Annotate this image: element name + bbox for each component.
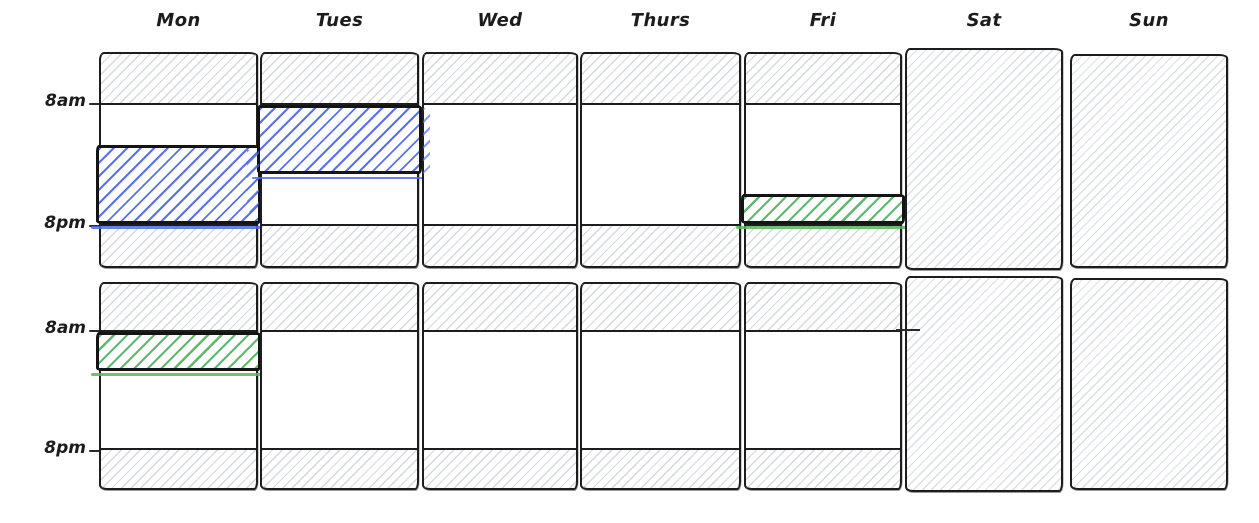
week2-day-tues[interactable] [260,282,419,490]
week2-day-sun[interactable] [1070,278,1228,490]
night-band-top [746,284,900,332]
event-week1-tues-8am-3pm[interactable] [252,105,431,180]
week1-day-tues[interactable] [252,52,431,268]
night-band-bottom [262,224,417,266]
event-week1-mon-12pm-8pm[interactable] [91,144,270,230]
week1-day-sat[interactable] [905,48,1063,270]
day-header-thurs: Thurs [630,9,691,31]
night-band-top [262,284,417,332]
week1-day-thurs[interactable] [580,52,741,268]
week2-day-sat[interactable] [905,276,1063,492]
night-band-bottom [424,224,576,266]
event-week1-fri-5pm-8pm[interactable] [736,194,914,229]
daytime-area [91,332,270,448]
daytime-area [582,332,739,448]
night-band-bottom [746,448,900,488]
night-band-bottom [262,448,417,488]
daytime-area [424,332,576,448]
day-header-wed: Wed [477,9,523,31]
time-label-week2-8pm: 8pm [28,438,104,458]
week2-day-wed[interactable] [422,282,578,490]
night-band-bottom [582,448,739,488]
day-header-sun: Sun [1129,9,1169,31]
night-band-top [582,54,739,105]
week1-day-sun[interactable] [1070,54,1228,268]
week2-day-mon[interactable] [91,282,270,490]
week1-day-fri[interactable] [736,52,914,268]
night-band-top [262,54,417,105]
hatch-spill-left-of-wed [423,108,430,176]
time-label-week2-8am: 8am [28,318,104,338]
night-band-top [424,54,576,105]
night-band-bottom [424,448,576,488]
night-band-top [746,54,900,105]
night-band-top [101,54,256,105]
night-band-bottom [101,224,256,266]
night-band-top [582,284,739,332]
week1-day-mon[interactable] [91,52,270,268]
event-week2-mon-8am-12pm[interactable] [91,332,270,376]
day-header-tues: Tues [315,9,364,31]
day-header-fri: Fri [809,9,837,31]
week2-day-fri[interactable] [744,282,902,490]
daytime-area [736,105,914,229]
time-label-week1-8pm: 8pm [28,213,104,233]
daytime-area [91,105,270,230]
night-band-top [101,284,256,332]
daytime-area [424,105,576,224]
line-overshoot-8am-week2 [896,329,920,331]
night-band-top [424,284,576,332]
daytime-area [262,332,417,448]
daytime-area [582,105,739,224]
time-label-week1-8am: 8am [28,91,104,111]
night-band-bottom [101,448,256,488]
week2-day-thurs[interactable] [580,282,741,490]
week1-day-wed[interactable] [422,52,578,268]
day-header-mon: Mon [156,9,201,31]
night-band-bottom [582,224,739,266]
day-header-sat: Sat [966,9,1002,31]
hatch-spill-left-of-tues [247,150,259,212]
daytime-area [252,105,431,224]
daytime-area [746,332,900,448]
night-band-bottom [746,224,900,266]
